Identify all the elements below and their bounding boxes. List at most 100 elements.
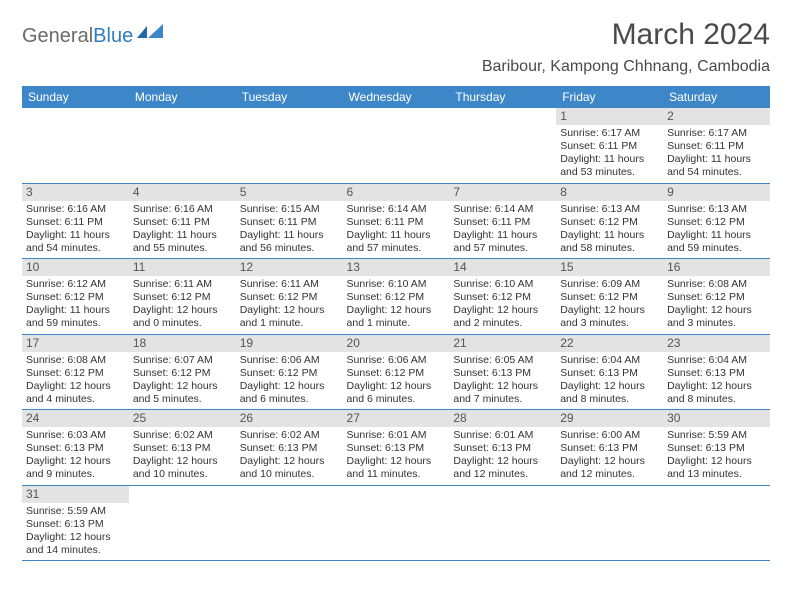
day-number: 12 [236, 259, 343, 276]
daylight-text: Daylight: 12 hours and 13 minutes. [667, 455, 766, 481]
sunset-text: Sunset: 6:13 PM [560, 442, 659, 455]
sunrise-text: Sunrise: 6:01 AM [347, 429, 446, 442]
day-number: 8 [556, 184, 663, 201]
sunset-text: Sunset: 6:12 PM [667, 216, 766, 229]
day-number: 16 [663, 259, 770, 276]
day-number: 29 [556, 410, 663, 427]
sunrise-text: Sunrise: 6:11 AM [133, 278, 232, 291]
daylight-text: Daylight: 11 hours and 58 minutes. [560, 229, 659, 255]
logo-text-blue: Blue [93, 25, 133, 48]
daylight-text: Daylight: 12 hours and 14 minutes. [26, 531, 125, 557]
sunrise-text: Sunrise: 6:01 AM [453, 429, 552, 442]
daylight-text: Daylight: 12 hours and 6 minutes. [347, 380, 446, 406]
day-number: 6 [343, 184, 450, 201]
day-number: 18 [129, 335, 236, 352]
calendar-cell [129, 485, 236, 561]
daylight-text: Daylight: 11 hours and 55 minutes. [133, 229, 232, 255]
calendar-cell: 24Sunrise: 6:03 AMSunset: 6:13 PMDayligh… [22, 410, 129, 486]
day-number: 3 [22, 184, 129, 201]
sunset-text: Sunset: 6:11 PM [240, 216, 339, 229]
sunrise-text: Sunrise: 5:59 AM [667, 429, 766, 442]
day-number: 21 [449, 335, 556, 352]
sunrise-text: Sunrise: 6:04 AM [560, 354, 659, 367]
sunrise-text: Sunrise: 6:15 AM [240, 203, 339, 216]
calendar-cell: 18Sunrise: 6:07 AMSunset: 6:12 PMDayligh… [129, 334, 236, 410]
day-header: Friday [556, 86, 663, 108]
calendar-cell [449, 485, 556, 561]
sunrise-text: Sunrise: 6:16 AM [133, 203, 232, 216]
calendar-cell: 10Sunrise: 6:12 AMSunset: 6:12 PMDayligh… [22, 259, 129, 335]
calendar-week: 31Sunrise: 5:59 AMSunset: 6:13 PMDayligh… [22, 485, 770, 561]
calendar-table: SundayMondayTuesdayWednesdayThursdayFrid… [22, 86, 770, 561]
sunrise-text: Sunrise: 5:59 AM [26, 505, 125, 518]
calendar-body: 1Sunrise: 6:17 AMSunset: 6:11 PMDaylight… [22, 108, 770, 561]
calendar-cell: 19Sunrise: 6:06 AMSunset: 6:12 PMDayligh… [236, 334, 343, 410]
calendar-cell [22, 108, 129, 183]
sunrise-text: Sunrise: 6:05 AM [453, 354, 552, 367]
logo: GeneralBlue [22, 24, 163, 48]
daylight-text: Daylight: 12 hours and 9 minutes. [26, 455, 125, 481]
day-number: 1 [556, 108, 663, 125]
sunset-text: Sunset: 6:12 PM [26, 367, 125, 380]
sunset-text: Sunset: 6:12 PM [453, 291, 552, 304]
day-header: Saturday [663, 86, 770, 108]
sunset-text: Sunset: 6:13 PM [133, 442, 232, 455]
calendar-cell: 1Sunrise: 6:17 AMSunset: 6:11 PMDaylight… [556, 108, 663, 183]
daylight-text: Daylight: 11 hours and 59 minutes. [667, 229, 766, 255]
day-number: 25 [129, 410, 236, 427]
sunrise-text: Sunrise: 6:16 AM [26, 203, 125, 216]
sunset-text: Sunset: 6:12 PM [667, 291, 766, 304]
sunrise-text: Sunrise: 6:10 AM [347, 278, 446, 291]
calendar-cell: 7Sunrise: 6:14 AMSunset: 6:11 PMDaylight… [449, 183, 556, 259]
calendar-cell: 4Sunrise: 6:16 AMSunset: 6:11 PMDaylight… [129, 183, 236, 259]
sunset-text: Sunset: 6:13 PM [453, 442, 552, 455]
calendar-cell [236, 108, 343, 183]
calendar-cell: 2Sunrise: 6:17 AMSunset: 6:11 PMDaylight… [663, 108, 770, 183]
sunrise-text: Sunrise: 6:04 AM [667, 354, 766, 367]
month-title: March 2024 [482, 18, 770, 52]
sunrise-text: Sunrise: 6:07 AM [133, 354, 232, 367]
calendar-cell: 28Sunrise: 6:01 AMSunset: 6:13 PMDayligh… [449, 410, 556, 486]
sunrise-text: Sunrise: 6:13 AM [667, 203, 766, 216]
daylight-text: Daylight: 11 hours and 54 minutes. [667, 153, 766, 179]
sunrise-text: Sunrise: 6:11 AM [240, 278, 339, 291]
day-number: 31 [22, 486, 129, 503]
sunset-text: Sunset: 6:13 PM [347, 442, 446, 455]
daylight-text: Daylight: 12 hours and 10 minutes. [133, 455, 232, 481]
daylight-text: Daylight: 12 hours and 8 minutes. [560, 380, 659, 406]
daylight-text: Daylight: 11 hours and 57 minutes. [453, 229, 552, 255]
daylight-text: Daylight: 12 hours and 7 minutes. [453, 380, 552, 406]
calendar-cell: 5Sunrise: 6:15 AMSunset: 6:11 PMDaylight… [236, 183, 343, 259]
day-header: Wednesday [343, 86, 450, 108]
calendar-week: 17Sunrise: 6:08 AMSunset: 6:12 PMDayligh… [22, 334, 770, 410]
calendar-cell [343, 485, 450, 561]
calendar-cell: 3Sunrise: 6:16 AMSunset: 6:11 PMDaylight… [22, 183, 129, 259]
calendar-cell [343, 108, 450, 183]
calendar-cell: 6Sunrise: 6:14 AMSunset: 6:11 PMDaylight… [343, 183, 450, 259]
sunset-text: Sunset: 6:13 PM [667, 442, 766, 455]
calendar-cell: 31Sunrise: 5:59 AMSunset: 6:13 PMDayligh… [22, 485, 129, 561]
sunrise-text: Sunrise: 6:02 AM [240, 429, 339, 442]
sunset-text: Sunset: 6:11 PM [667, 140, 766, 153]
calendar-cell: 27Sunrise: 6:01 AMSunset: 6:13 PMDayligh… [343, 410, 450, 486]
day-number: 10 [22, 259, 129, 276]
title-block: March 2024 Baribour, Kampong Chhnang, Ca… [482, 18, 770, 76]
sunrise-text: Sunrise: 6:13 AM [560, 203, 659, 216]
daylight-text: Daylight: 12 hours and 6 minutes. [240, 380, 339, 406]
sunrise-text: Sunrise: 6:08 AM [667, 278, 766, 291]
calendar-week: 1Sunrise: 6:17 AMSunset: 6:11 PMDaylight… [22, 108, 770, 183]
calendar-cell: 8Sunrise: 6:13 AMSunset: 6:12 PMDaylight… [556, 183, 663, 259]
sunrise-text: Sunrise: 6:14 AM [347, 203, 446, 216]
calendar-cell [129, 108, 236, 183]
day-number: 15 [556, 259, 663, 276]
daylight-text: Daylight: 12 hours and 0 minutes. [133, 304, 232, 330]
location: Baribour, Kampong Chhnang, Cambodia [482, 58, 770, 76]
flag-icon [137, 24, 163, 48]
daylight-text: Daylight: 12 hours and 11 minutes. [347, 455, 446, 481]
daylight-text: Daylight: 12 hours and 4 minutes. [26, 380, 125, 406]
daylight-text: Daylight: 12 hours and 8 minutes. [667, 380, 766, 406]
sunset-text: Sunset: 6:12 PM [347, 367, 446, 380]
sunset-text: Sunset: 6:13 PM [453, 367, 552, 380]
sunrise-text: Sunrise: 6:06 AM [240, 354, 339, 367]
sunset-text: Sunset: 6:13 PM [240, 442, 339, 455]
